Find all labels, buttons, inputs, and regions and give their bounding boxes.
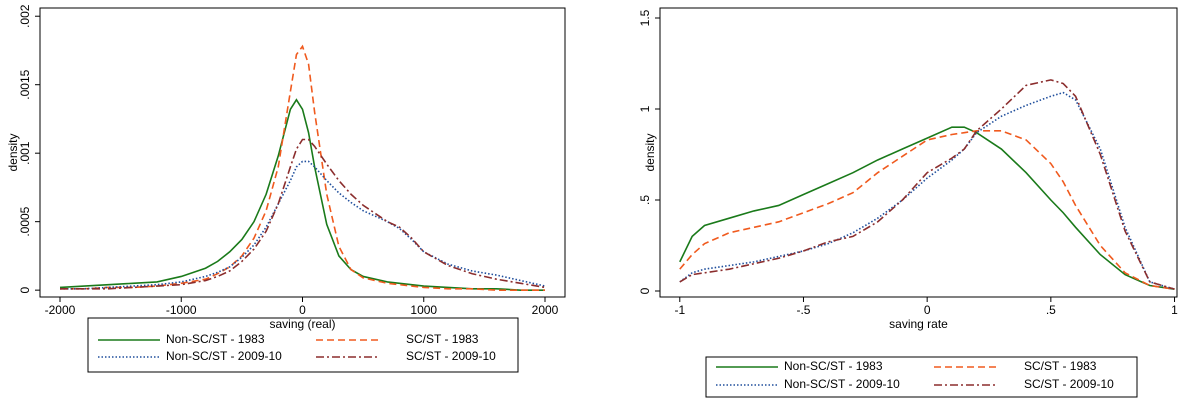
plot-frame [659,7,1178,298]
density-line [60,138,546,290]
x-tick-label: -.5 [796,303,810,317]
legend-box [705,356,1138,398]
y-tick-label: .002 [18,4,32,28]
x-tick-label: 0 [299,303,306,317]
y-tick-label: .0005 [18,206,32,236]
x-tick-label: 1000 [410,303,437,317]
y-tick-label: .0015 [18,69,32,99]
y-tick-label: 1.5 [638,9,652,26]
legend-label: Non-SC/ST - 2009-10 [784,377,900,391]
x-tick-label: -2000 [45,303,76,317]
y-tick-label: 0 [638,287,652,294]
y-tick-label: .5 [638,195,652,205]
y-tick-label: 0 [18,286,32,293]
density-line [679,79,1175,290]
x-tick-label: -1000 [166,303,197,317]
legend-label: SC/ST - 1983 [406,332,479,346]
x-tick-label: 0 [924,303,931,317]
y-axis-title: density [6,133,20,171]
legend-label: Non-SC/ST - 1983 [784,359,883,373]
x-tick-label: 2000 [532,303,559,317]
legend-label: Non-SC/ST - 2009-10 [166,349,282,363]
legend-label: Non-SC/ST - 1983 [166,332,265,346]
density-line [679,130,1175,290]
legend-box [87,317,519,373]
x-axis-title: saving (real) [269,317,335,331]
x-tick-label: -1 [674,303,685,317]
legend-label: SC/ST - 1983 [1024,359,1097,373]
legend-label: SC/ST - 2009-10 [1024,377,1114,391]
density-line [59,98,545,291]
x-axis-title: saving rate [889,317,948,331]
density-line [60,160,546,290]
plot-frame [39,7,566,298]
x-tick-label: 1 [1171,303,1178,317]
legend-label: SC/ST - 2009-10 [406,349,496,363]
y-axis-title: density [643,133,657,171]
y-tick-label: .001 [18,141,32,165]
density-line [60,44,545,291]
chart: -2000 -1000 0 1000 2000 0 .0005 .001 .0015 .002 sa… [6,4,566,373]
chart: -1 -.5 0 .5 1 0 .5 1 1.5 saving rate density Non-SC… [638,7,1178,398]
x-tick-label: .5 [1046,303,1056,317]
density-line [679,126,1175,290]
density-line [679,91,1175,290]
y-tick-label: 1 [638,105,652,112]
